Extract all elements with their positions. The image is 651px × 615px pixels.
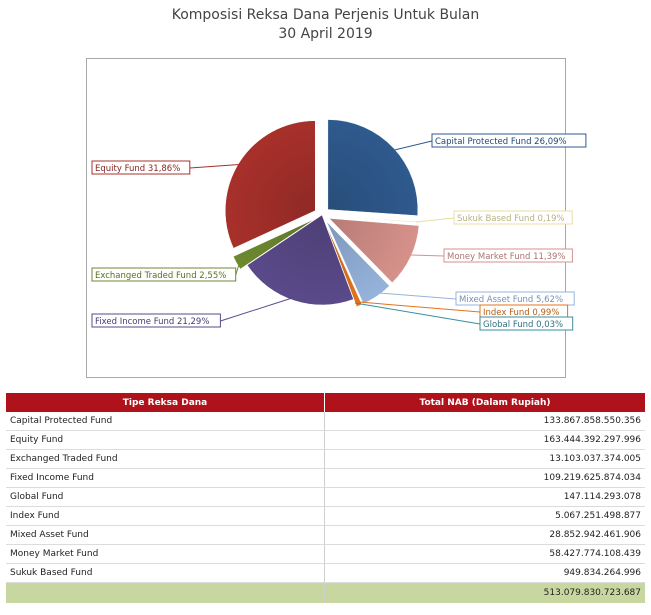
leader-line	[189, 163, 243, 169]
chart-title: Komposisi Reksa Dana Perjenis Untuk Bula…	[0, 6, 651, 44]
data-label: Global Fund 0,03%	[483, 320, 563, 330]
header-tipe: Tipe Reksa Dana	[6, 393, 325, 412]
data-label-box	[443, 248, 573, 263]
cell-value: 58.427.774.108.439	[324, 544, 645, 564]
leader-line	[357, 301, 481, 313]
data-label: Capital Protected Fund 26,09%	[435, 137, 567, 147]
pie-slice-equity-fund[interactable]	[225, 120, 316, 249]
table-row: Capital Protected Fund 133.867.858.550.35…	[6, 412, 645, 431]
table-row: Exchanged Traded Fund 13.103.037.374.005	[6, 449, 645, 469]
pie-slice-mixed-asset-fund[interactable]	[326, 221, 390, 305]
data-label: Sukuk Based Fund 0,19%	[457, 214, 565, 224]
leader-line	[415, 217, 455, 223]
leader-line	[390, 140, 433, 152]
cell-value: 13.103.037.374.005	[324, 449, 645, 469]
cell-type: Sukuk Based Fund	[6, 563, 325, 583]
pie-slice-capital-protected-fund[interactable]	[327, 119, 419, 216]
data-label: Fixed Income Fund 21,29%	[95, 317, 209, 327]
table-row: Global Fund 147.114.293.078	[6, 487, 645, 507]
table-total-row: 513.079.830.723.687	[6, 582, 645, 603]
data-label-box	[91, 160, 191, 175]
cell-type: Fixed Income Fund	[6, 468, 325, 488]
cell-value: 163.444.392.297.996	[324, 430, 645, 450]
data-label-box	[91, 267, 237, 282]
data-label: Exchanged Traded Fund 2,55%	[95, 271, 226, 281]
nab-table: Tipe Reksa Dana Total NAB (Dalam Rupiah)…	[6, 393, 645, 603]
cell-value: 949.834.264.996	[324, 563, 645, 583]
data-label: Mixed Asset Fund 5,62%	[459, 295, 563, 305]
cell-type: Money Market Fund	[6, 544, 325, 564]
pie-slice-money-market-fund[interactable]	[328, 218, 420, 284]
data-label-box	[91, 313, 221, 328]
total-value: 513.079.830.723.687	[324, 582, 645, 603]
cell-type: Equity Fund	[6, 430, 325, 450]
leader-line	[354, 302, 481, 325]
cell-type: Index Fund	[6, 506, 325, 526]
data-label-box	[431, 133, 587, 148]
table-row: Mixed Asset Fund 28.852.942.461.906	[6, 525, 645, 545]
title-line-1: Komposisi Reksa Dana Perjenis Untuk Bula…	[171, 7, 480, 23]
data-label-box	[479, 316, 574, 331]
table-row: Fixed Income Fund 109.219.625.874.034	[6, 468, 645, 488]
cell-type: Exchanged Traded Fund	[6, 449, 325, 469]
data-label-box	[453, 210, 573, 225]
table-row: Equity Fund 163.444.392.297.996	[6, 430, 645, 450]
total-label	[6, 582, 325, 603]
table-row: Sukuk Based Fund 949.834.264.996	[6, 563, 645, 583]
cell-type: Global Fund	[6, 487, 325, 507]
leader-line	[235, 260, 241, 276]
cell-value: 133.867.858.550.356	[324, 412, 645, 431]
data-label: Index Fund 0,99%	[483, 308, 559, 318]
cell-value: 28.852.942.461.906	[324, 525, 645, 545]
leader-line	[407, 254, 445, 257]
cell-value: 147.114.293.078	[324, 487, 645, 507]
cell-value: 109.219.625.874.034	[324, 468, 645, 488]
pie-chart: Capital Protected Fund 26,09% Sukuk Based…	[91, 119, 587, 331]
pie-slice-fixed-income-fund[interactable]	[246, 214, 354, 306]
leader-line	[374, 292, 457, 300]
title-line-2: 30 April 2019	[278, 26, 373, 42]
pie-slice-exchanged-traded-fund[interactable]	[232, 218, 316, 270]
cell-type: Capital Protected Fund	[6, 412, 325, 431]
table-header-row: Tipe Reksa Dana Total NAB (Dalam Rupiah)	[6, 393, 645, 412]
leader-line	[220, 296, 296, 322]
data-label: Equity Fund 31,86%	[95, 164, 180, 174]
cell-type: Mixed Asset Fund	[6, 525, 325, 545]
table-row: Money Market Fund 58.427.774.108.439	[6, 544, 645, 564]
cell-value: 5.067.251.498.877	[324, 506, 645, 526]
header-total-nab: Total NAB (Dalam Rupiah)	[324, 393, 645, 412]
data-label: Money Market Fund 11,39%	[447, 252, 566, 262]
table-row: Index Fund 5.067.251.498.877	[6, 506, 645, 526]
